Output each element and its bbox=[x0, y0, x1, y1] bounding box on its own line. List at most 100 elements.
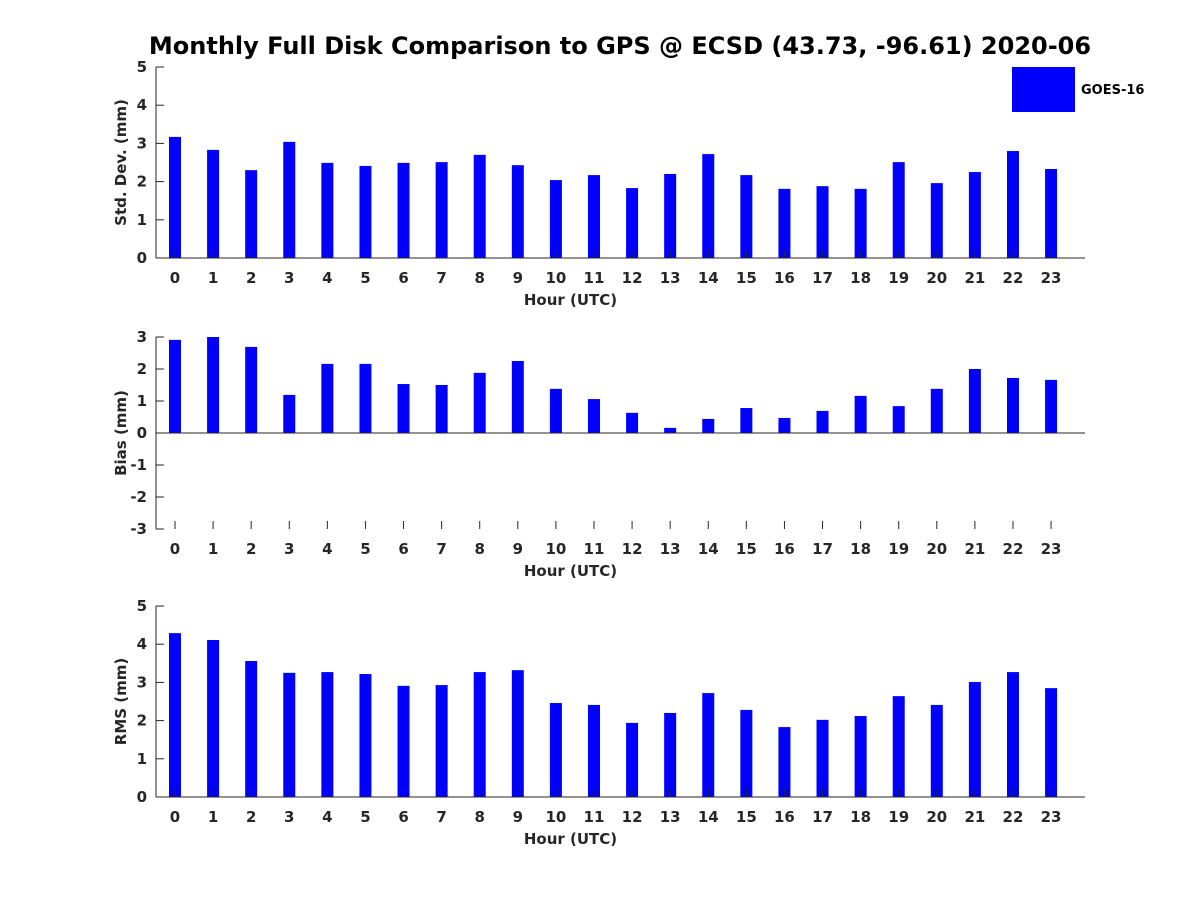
x-tick-label: 7 bbox=[436, 540, 446, 558]
x-tick-label: 15 bbox=[736, 269, 757, 287]
y-tick-label: 0 bbox=[137, 424, 147, 442]
chart-title: Monthly Full Disk Comparison to GPS @ EC… bbox=[149, 32, 1091, 60]
bar-hour-0 bbox=[169, 136, 181, 258]
x-tick-label: 2 bbox=[246, 808, 256, 826]
bar-hour-14 bbox=[702, 154, 715, 258]
bar-hour-7 bbox=[435, 162, 448, 258]
y-tick-label: 4 bbox=[137, 96, 147, 114]
x-tick-label: 0 bbox=[170, 269, 180, 287]
y-tick-label: 3 bbox=[137, 673, 147, 691]
bar-hour-0 bbox=[169, 339, 181, 433]
x-tick-label: 1 bbox=[208, 808, 218, 826]
y-tick-label: 2 bbox=[137, 173, 147, 191]
x-tick-label: 7 bbox=[436, 808, 446, 826]
x-tick-label: 20 bbox=[926, 540, 947, 558]
x-tick-label: 9 bbox=[513, 808, 523, 826]
x-tick-label: 20 bbox=[926, 269, 947, 287]
x-tick-label: 3 bbox=[284, 269, 294, 287]
y-tick-label: -1 bbox=[130, 456, 147, 474]
y-tick-label: 5 bbox=[137, 597, 147, 615]
x-tick-label: 11 bbox=[584, 540, 605, 558]
x-tick-label: 4 bbox=[322, 269, 332, 287]
x-axis-label: Hour (UTC) bbox=[524, 830, 617, 848]
bar-hour-17 bbox=[816, 410, 829, 433]
x-tick-label: 6 bbox=[398, 808, 408, 826]
x-tick-label: 5 bbox=[360, 808, 370, 826]
x-tick-label: 1 bbox=[208, 540, 218, 558]
x-tick-label: 18 bbox=[850, 269, 871, 287]
bar-hour-21 bbox=[968, 172, 981, 258]
x-tick-label: 12 bbox=[622, 540, 643, 558]
y-tick-label: 0 bbox=[137, 249, 147, 267]
x-tick-label: 16 bbox=[774, 540, 795, 558]
bar-hour-15 bbox=[740, 709, 753, 797]
bar-hour-9 bbox=[511, 165, 524, 258]
x-tick-label: 11 bbox=[584, 808, 605, 826]
x-tick-label: 10 bbox=[545, 269, 566, 287]
y-axis-label: RMS (mm) bbox=[112, 658, 130, 745]
bar-hour-12 bbox=[626, 188, 639, 258]
bar-hour-1 bbox=[207, 639, 220, 797]
bar-hour-13 bbox=[664, 712, 677, 797]
x-tick-label: 4 bbox=[322, 808, 332, 826]
bar-hour-10 bbox=[549, 703, 562, 797]
bar-hour-20 bbox=[930, 388, 943, 433]
bar-hour-15 bbox=[740, 408, 753, 433]
x-tick-label: 19 bbox=[888, 808, 909, 826]
bar-hour-16 bbox=[778, 188, 791, 258]
x-tick-label: 15 bbox=[736, 540, 757, 558]
bar-hour-14 bbox=[702, 418, 715, 433]
bar-hour-9 bbox=[511, 670, 524, 797]
x-tick-label: 16 bbox=[774, 808, 795, 826]
x-tick-label: 13 bbox=[660, 540, 681, 558]
y-axis-label: Std. Dev. (mm) bbox=[112, 99, 130, 226]
bar-hour-22 bbox=[1006, 151, 1019, 258]
y-tick-label: 4 bbox=[137, 635, 147, 653]
x-tick-label: 12 bbox=[622, 269, 643, 287]
bar-hour-5 bbox=[359, 363, 372, 433]
x-tick-label: 10 bbox=[545, 808, 566, 826]
x-tick-label: 19 bbox=[888, 540, 909, 558]
x-tick-label: 17 bbox=[812, 808, 833, 826]
bar-hour-1 bbox=[207, 337, 220, 433]
x-tick-label: 0 bbox=[170, 808, 180, 826]
x-tick-label: 2 bbox=[246, 540, 256, 558]
bar-hour-7 bbox=[435, 685, 448, 797]
bar-hour-21 bbox=[968, 369, 981, 433]
bar-hour-20 bbox=[930, 183, 943, 258]
x-tick-label: 11 bbox=[584, 269, 605, 287]
y-tick-label: 1 bbox=[137, 211, 147, 229]
bar-hour-9 bbox=[511, 361, 524, 433]
x-tick-label: 7 bbox=[436, 269, 446, 287]
bar-hour-18 bbox=[854, 395, 867, 433]
bar-hour-4 bbox=[321, 363, 334, 433]
bar-hour-17 bbox=[816, 719, 829, 797]
y-tick-label: -2 bbox=[130, 488, 147, 506]
bar-hour-23 bbox=[1045, 379, 1058, 433]
x-tick-label: 2 bbox=[246, 269, 256, 287]
x-tick-label: 0 bbox=[170, 540, 180, 558]
bar-hour-4 bbox=[321, 162, 334, 258]
bar-hour-7 bbox=[435, 385, 448, 433]
x-tick-label: 18 bbox=[850, 808, 871, 826]
bar-hour-14 bbox=[702, 693, 715, 797]
bar-hour-18 bbox=[854, 188, 867, 258]
bar-hour-12 bbox=[626, 722, 639, 797]
bar-hour-11 bbox=[587, 175, 600, 258]
bar-hour-15 bbox=[740, 175, 753, 258]
x-tick-label: 19 bbox=[888, 269, 909, 287]
x-axis-label: Hour (UTC) bbox=[524, 562, 617, 580]
x-tick-label: 4 bbox=[322, 540, 332, 558]
legend: GOES-16 bbox=[1012, 67, 1144, 112]
x-tick-label: 21 bbox=[964, 540, 985, 558]
bar-hour-19 bbox=[892, 696, 905, 797]
y-tick-label: 1 bbox=[137, 750, 147, 768]
bar-hour-19 bbox=[892, 162, 905, 258]
bar-hour-2 bbox=[245, 661, 258, 797]
y-tick-label: 1 bbox=[137, 392, 147, 410]
x-tick-label: 18 bbox=[850, 540, 871, 558]
bar-hour-17 bbox=[816, 186, 829, 258]
bar-hour-21 bbox=[968, 682, 981, 797]
